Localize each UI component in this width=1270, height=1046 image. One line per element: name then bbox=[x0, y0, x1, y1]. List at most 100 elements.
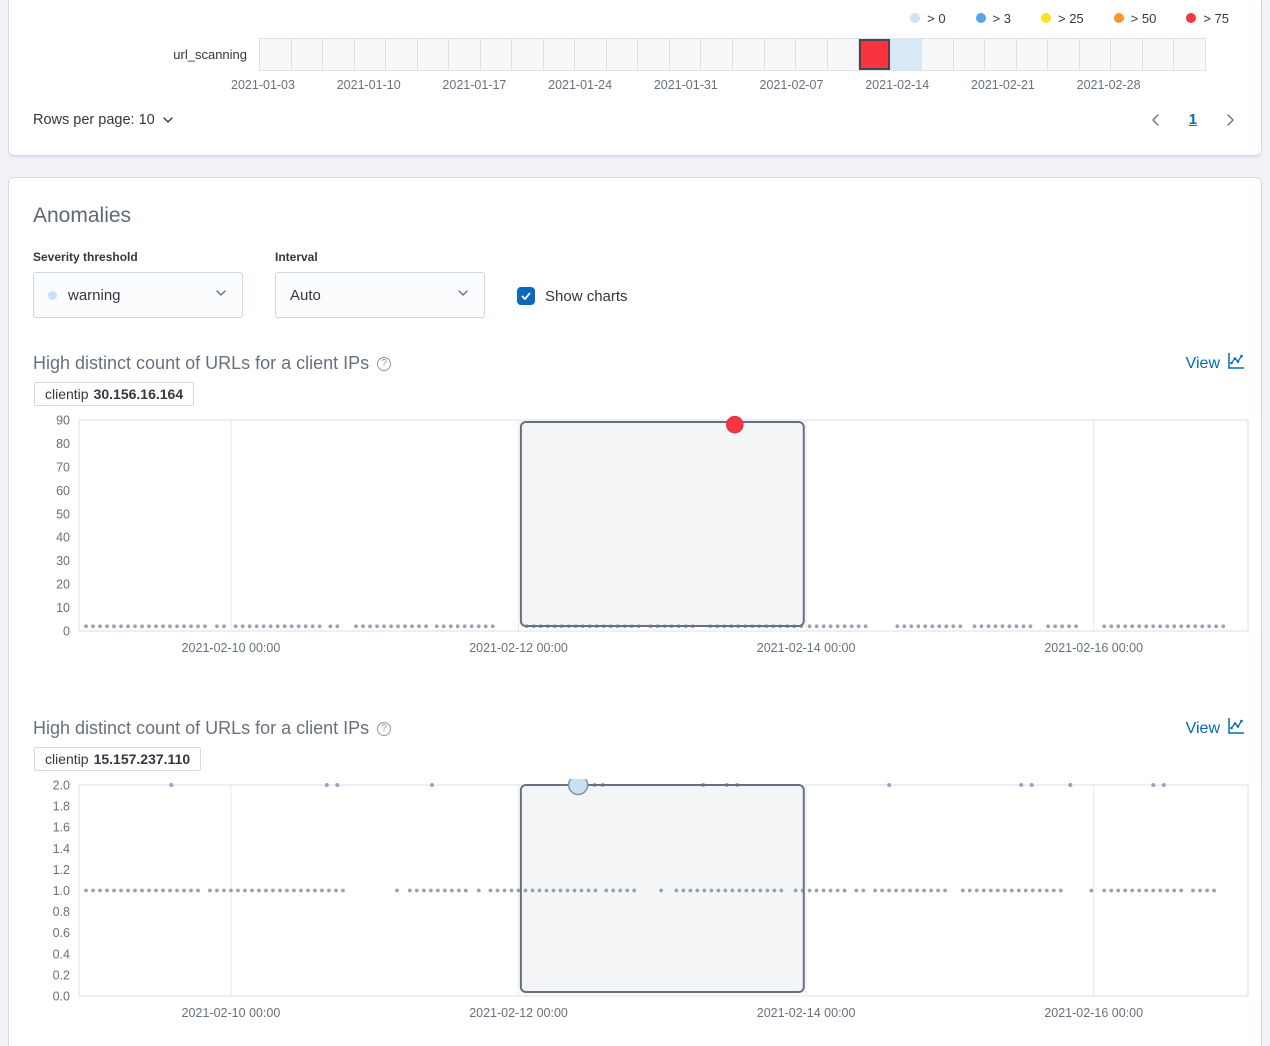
data-point bbox=[428, 888, 433, 893]
data-point bbox=[271, 888, 275, 893]
anomaly-chart-1[interactable]: 0 10 20 30 40 50 60 70 80 90 2021-02-10 00:00 2021-… bbox=[33, 414, 1249, 665]
data-point bbox=[285, 888, 289, 893]
data-point bbox=[1151, 783, 1156, 787]
chevron-down-icon bbox=[214, 286, 228, 305]
swimlane-cell[interactable] bbox=[323, 39, 355, 70]
swimlane-cell[interactable] bbox=[575, 39, 607, 70]
swimlane-cells[interactable] bbox=[259, 38, 1206, 71]
data-point bbox=[396, 624, 400, 629]
anomaly-marker[interactable] bbox=[726, 415, 744, 434]
data-point bbox=[161, 888, 165, 893]
selection-area[interactable] bbox=[520, 422, 804, 626]
data-point bbox=[772, 888, 777, 893]
swimlane-cell[interactable] bbox=[638, 39, 670, 70]
data-point bbox=[91, 888, 95, 893]
swimlane-cell[interactable] bbox=[827, 39, 860, 70]
severity-dot-icon bbox=[910, 13, 921, 23]
swimlane-cell[interactable] bbox=[606, 39, 639, 70]
anomaly-marker[interactable] bbox=[567, 774, 589, 796]
rows-per-page-button[interactable]: Rows per page: 10 bbox=[33, 112, 174, 128]
data-point bbox=[523, 888, 528, 893]
view-link[interactable]: View bbox=[1186, 352, 1245, 375]
swimlane-cell-selected[interactable] bbox=[859, 39, 891, 70]
data-point bbox=[986, 624, 991, 629]
time-axis-label: 2021-02-07 bbox=[759, 78, 824, 92]
severity-threshold-select[interactable]: warning bbox=[33, 272, 243, 318]
swimlane-cell[interactable] bbox=[543, 39, 576, 70]
anomaly-chart-section-2: High distinct count of URLs for a client… bbox=[33, 717, 1249, 1030]
severity-dot-icon bbox=[1186, 13, 1197, 23]
data-point bbox=[960, 888, 965, 893]
info-icon[interactable]: ? bbox=[377, 721, 392, 736]
data-point bbox=[1000, 624, 1005, 629]
data-point bbox=[119, 624, 123, 629]
swimlane-cell[interactable] bbox=[1142, 39, 1175, 70]
view-link[interactable]: View bbox=[1186, 717, 1245, 740]
x-axis-tick-label: 2021-02-14 00:00 bbox=[757, 1006, 856, 1020]
previous-page-icon[interactable] bbox=[1149, 113, 1163, 127]
swimlane-cell[interactable] bbox=[354, 39, 387, 70]
page-number[interactable]: 1 bbox=[1188, 112, 1197, 128]
swimlane-cell[interactable] bbox=[1079, 39, 1112, 70]
data-point bbox=[98, 888, 102, 893]
swimlane-cell[interactable] bbox=[291, 39, 324, 70]
swimlane-cell[interactable] bbox=[796, 39, 828, 70]
data-point bbox=[335, 624, 340, 629]
entity-field: clientip bbox=[45, 386, 89, 402]
swimlane-cell[interactable] bbox=[449, 39, 481, 70]
swimlane-cell[interactable] bbox=[732, 39, 765, 70]
swimlane-cell[interactable] bbox=[480, 39, 513, 70]
data-point bbox=[1193, 624, 1198, 629]
show-charts-checkbox[interactable]: Show charts bbox=[517, 287, 628, 318]
data-point bbox=[105, 624, 109, 629]
swimlane-cell[interactable] bbox=[1048, 39, 1080, 70]
severity-legend: > 0 > 3 > 25 > 50 > 75 bbox=[9, 8, 1261, 28]
swimlane-cell[interactable] bbox=[985, 39, 1017, 70]
legend-item: > 3 bbox=[975, 11, 1011, 26]
info-icon[interactable]: ? bbox=[377, 356, 392, 371]
severity-threshold-label: Severity threshold bbox=[33, 250, 138, 264]
data-point bbox=[240, 624, 245, 629]
swimlane-cell[interactable] bbox=[417, 39, 450, 70]
swimlane-cell[interactable] bbox=[922, 39, 954, 70]
data-point bbox=[442, 888, 447, 893]
swimlane-cell[interactable] bbox=[512, 39, 544, 70]
data-point bbox=[1021, 624, 1026, 629]
swimlane-cell[interactable] bbox=[953, 39, 986, 70]
swimlane-cell[interactable] bbox=[1111, 39, 1143, 70]
swimlane-cell[interactable] bbox=[890, 39, 923, 70]
swimlane-cell[interactable] bbox=[764, 39, 797, 70]
data-point bbox=[1053, 624, 1058, 629]
data-point bbox=[1123, 888, 1128, 893]
data-point bbox=[236, 888, 240, 893]
data-point bbox=[1051, 888, 1056, 893]
line-chart-icon bbox=[1227, 717, 1245, 740]
chart-title: High distinct count of URLs for a client… bbox=[33, 353, 370, 373]
data-point bbox=[611, 888, 616, 893]
data-point bbox=[1116, 624, 1121, 629]
data-point bbox=[1109, 888, 1114, 893]
next-page-icon[interactable] bbox=[1223, 113, 1237, 127]
data-point bbox=[196, 624, 200, 629]
swimlane-cell[interactable] bbox=[1174, 39, 1205, 70]
data-point bbox=[695, 888, 700, 893]
selection-area[interactable] bbox=[520, 785, 804, 992]
severity-dot-icon bbox=[1040, 13, 1051, 23]
data-point bbox=[943, 888, 947, 893]
data-point bbox=[716, 888, 721, 893]
time-axis-label: 2021-01-10 bbox=[336, 78, 401, 92]
time-axis-label: 2021-02-14 bbox=[865, 78, 930, 92]
anomaly-chart-2[interactable]: 0.0 0.2 0.4 0.6 0.8 1.0 1.2 1.4 1.6 1.8 2.0 2021-02… bbox=[33, 774, 1249, 1030]
interval-select[interactable]: Auto bbox=[275, 272, 485, 318]
data-point bbox=[863, 624, 868, 629]
data-point bbox=[758, 888, 763, 893]
data-point bbox=[476, 624, 481, 629]
swimlane-cell[interactable] bbox=[701, 39, 733, 70]
swimlane-cell[interactable] bbox=[1016, 39, 1049, 70]
data-point bbox=[674, 888, 679, 893]
data-point bbox=[632, 888, 637, 893]
data-point bbox=[828, 888, 833, 893]
swimlane-cell[interactable] bbox=[669, 39, 702, 70]
swimlane-cell[interactable] bbox=[386, 39, 418, 70]
swimlane-cell[interactable] bbox=[260, 39, 292, 70]
